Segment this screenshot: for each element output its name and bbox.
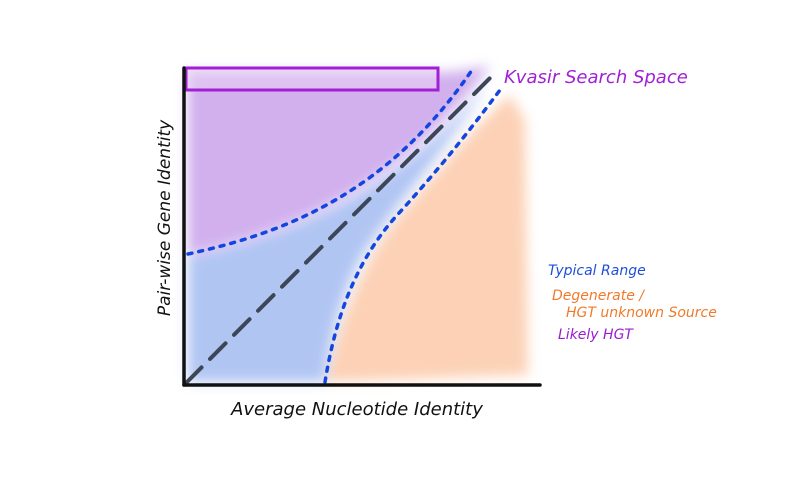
x-axis-label: Average Nucleotide Identity xyxy=(230,399,483,420)
y-axis-label: Pair-wise Gene Identity xyxy=(155,119,175,316)
search-space-label: Kvasir Search Space xyxy=(504,67,688,88)
diagonal-identity-line xyxy=(184,76,492,385)
lower-boundary-curve xyxy=(323,88,502,384)
legend-degenerate: Degenerate / xyxy=(552,288,645,304)
purple-region-likely-hgt xyxy=(188,66,490,255)
orange-region-degenerate xyxy=(325,95,528,382)
search-space-box xyxy=(184,66,440,92)
legend-likely-hgt: Likely HGT xyxy=(558,327,634,343)
legend-hgt-unknown-source: HGT unknown Source xyxy=(566,305,717,321)
legend-typical-range: Typical Range xyxy=(548,263,646,279)
